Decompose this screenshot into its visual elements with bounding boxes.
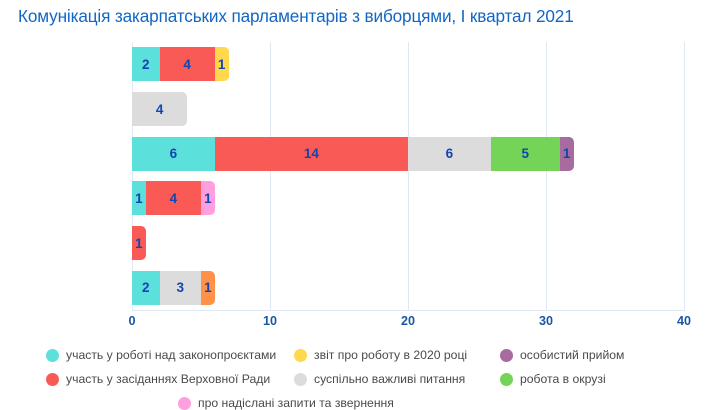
x-tick-label-10: 10 [262,314,278,328]
legend-swatch-icon [46,348,59,362]
legend-item[interactable]: суспільно важливі питання [294,372,465,386]
legend-swatch-icon [500,372,513,386]
chart-legend: участь у роботі над законопроєктами звіт … [0,340,728,410]
legend-item[interactable]: про надіслані запити та звернення [178,396,394,410]
bar-row[interactable]: Василь Петьовка1 [132,226,146,260]
legend-item[interactable]: участь у засіданнях Верховної Ради [46,372,270,386]
legend-item[interactable]: особистий прийом [500,348,624,362]
legend-label: особистий прийом [520,348,625,362]
gridlines [132,42,685,310]
bar-segment[interactable]: 1 [132,226,146,260]
x-axis-ticks: 0 10 20 30 40 [0,314,728,334]
legend-label: участь у роботі над законопроєктами [66,348,277,362]
x-tick-label-20: 20 [400,314,416,328]
bar-segment[interactable]: 5 [490,136,560,171]
bar-segment[interactable]: 4 [159,47,215,82]
bar-segment[interactable]: 1 [559,136,574,171]
bar-segment[interactable]: 1 [132,181,146,216]
bar-segment[interactable]: 1 [200,270,215,305]
gridline-20 [408,42,409,310]
legend-swatch-icon [500,348,513,362]
chart-title: Комунікація закарпатських парламентарів … [18,6,574,26]
gridline-0 [132,42,133,310]
legend-swatch-icon [294,348,307,362]
bar-row[interactable]: Віктор Балога4 [132,92,188,126]
bar-segment[interactable]: 1 [200,181,215,216]
bar-segment[interactable]: 6 [132,136,215,171]
gridline-30 [546,42,547,310]
legend-swatch-icon [294,372,307,386]
bar-segment[interactable]: 1 [214,47,229,82]
legend-swatch-icon [178,396,191,410]
legend-item[interactable]: участь у роботі над законопроєктами [46,348,276,362]
bar-segment[interactable]: 6 [407,136,491,171]
legend-item[interactable]: робота в окрузі [500,372,606,386]
bar-segment[interactable]: 4 [145,181,201,216]
plot-area: Роберт Горват241Віктор Балога4Михайло Ла… [132,42,685,310]
legend-label: про надіслані запити та звернення [198,396,394,410]
bar-segment[interactable]: 14 [214,136,408,171]
bar-row[interactable]: Валерій Лунченко141 [132,181,215,216]
legend-item[interactable]: звіт про роботу в 2020 році [294,348,467,362]
legend-label: суспільно важливі питання [314,372,466,386]
bar-segment[interactable]: 3 [159,270,201,305]
x-tick-label-0: 0 [128,314,136,328]
x-tick-label-30: 30 [538,314,554,328]
x-axis-line [132,310,685,311]
gridline-10 [270,42,271,310]
bar-row[interactable]: Владіслав Поляк231 [132,270,215,305]
x-tick-label-40: 40 [676,314,692,328]
bar-segment[interactable]: 4 [132,92,188,126]
gridline-40 [684,42,685,310]
legend-label: робота в окрузі [520,372,606,386]
legend-label: звіт про роботу в 2020 році [314,348,468,362]
bar-row[interactable]: Михайло Лаба614651 [132,136,574,171]
bar-row[interactable]: Роберт Горват241 [132,47,229,82]
legend-label: участь у засіданнях Верховної Ради [66,372,271,386]
bar-segment[interactable]: 2 [132,47,160,82]
bar-segment[interactable]: 2 [132,270,160,305]
legend-swatch-icon [46,372,59,386]
